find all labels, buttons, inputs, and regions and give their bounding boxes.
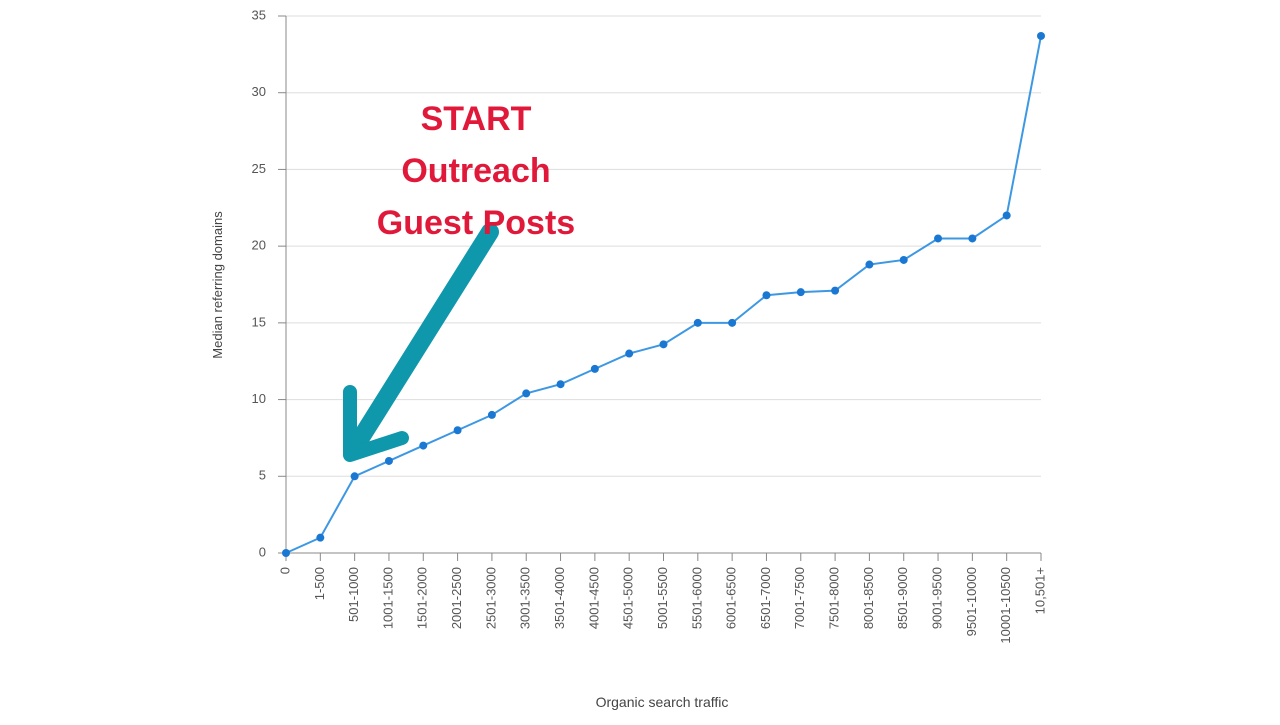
- annotation: Outreach: [401, 152, 550, 190]
- x-tick-label: 9001-9500: [929, 567, 944, 629]
- y-tick-label: 5: [259, 468, 266, 483]
- data-point: [899, 255, 908, 264]
- y-tick-label: 0: [259, 544, 266, 559]
- x-tick-label: 1001-1500: [380, 567, 395, 629]
- x-tick-label: 8001-8500: [861, 567, 876, 629]
- data-point: [865, 260, 874, 269]
- x-tick-label: 10,501+: [1032, 567, 1047, 614]
- x-tick-label: 1-500: [312, 567, 327, 600]
- x-tick-label: 4501-5000: [621, 567, 636, 629]
- data-point: [590, 364, 599, 373]
- plot-area: 0 5 10 15 20 25 30 35 0 1-500 501-1000 1001-1500 150…: [252, 7, 1048, 643]
- data-point: [968, 234, 977, 243]
- x-tick-label: 7501-8000: [827, 567, 842, 629]
- x-tick-label: 6501-7000: [758, 567, 773, 629]
- data-point: [831, 286, 840, 295]
- x-tick-label: 7001-7500: [792, 567, 807, 629]
- y-tick-label: 30: [252, 84, 266, 99]
- x-tick-label: 1501-2000: [415, 567, 430, 629]
- y-tick-label: 10: [252, 391, 266, 406]
- data-point: [282, 549, 290, 557]
- y-tick-label: 25: [252, 161, 266, 176]
- data-point: [384, 456, 393, 465]
- data-point: [350, 472, 359, 481]
- data-point: [419, 441, 428, 450]
- data-point: [796, 288, 805, 297]
- x-tick-label: 8501-9000: [895, 567, 910, 629]
- data-point: [487, 410, 496, 419]
- x-tick-label: 0: [277, 567, 292, 574]
- x-tick-label: 5001-5500: [655, 567, 670, 629]
- data-point: [1002, 211, 1011, 220]
- data-point: [693, 318, 702, 327]
- data-point: [453, 426, 462, 435]
- y-tick-label: 20: [252, 238, 266, 253]
- data-point: [625, 349, 634, 358]
- arrow: [343, 223, 499, 461]
- data-point: [728, 318, 737, 327]
- annotation: Guest Posts: [377, 204, 575, 242]
- data-point: [762, 291, 771, 300]
- x-tick-label: 2501-3000: [483, 567, 498, 629]
- data-point: [934, 234, 943, 243]
- data-point: [1037, 31, 1045, 40]
- x-tick-label: 9501-10000: [964, 567, 979, 636]
- x-tick-label: 10001-10500: [998, 567, 1013, 644]
- x-axis-label: Organic search traffic: [596, 694, 729, 710]
- x-tick-label: 2001-2500: [449, 567, 464, 629]
- annotation: START: [421, 100, 532, 138]
- data-point: [316, 533, 325, 542]
- x-tick-label: 5501-6000: [689, 567, 704, 629]
- data-line: [285, 35, 1042, 554]
- x-tick-label: 3501-4000: [552, 567, 567, 629]
- data-point: [522, 389, 531, 398]
- y-tick-label: 35: [252, 7, 266, 22]
- arrow-head: [343, 385, 409, 462]
- data-point: [556, 380, 565, 389]
- x-tick-label: 3001-3500: [518, 567, 533, 629]
- x-tick-label: 501-1000: [346, 567, 361, 622]
- x-tick-label: 6001-6500: [724, 567, 739, 629]
- data-point: [659, 340, 668, 349]
- y-axis-label: Median referring domains: [210, 211, 225, 359]
- y-tick-label: 15: [252, 314, 266, 329]
- x-tick-label: 4001-4500: [586, 567, 601, 629]
